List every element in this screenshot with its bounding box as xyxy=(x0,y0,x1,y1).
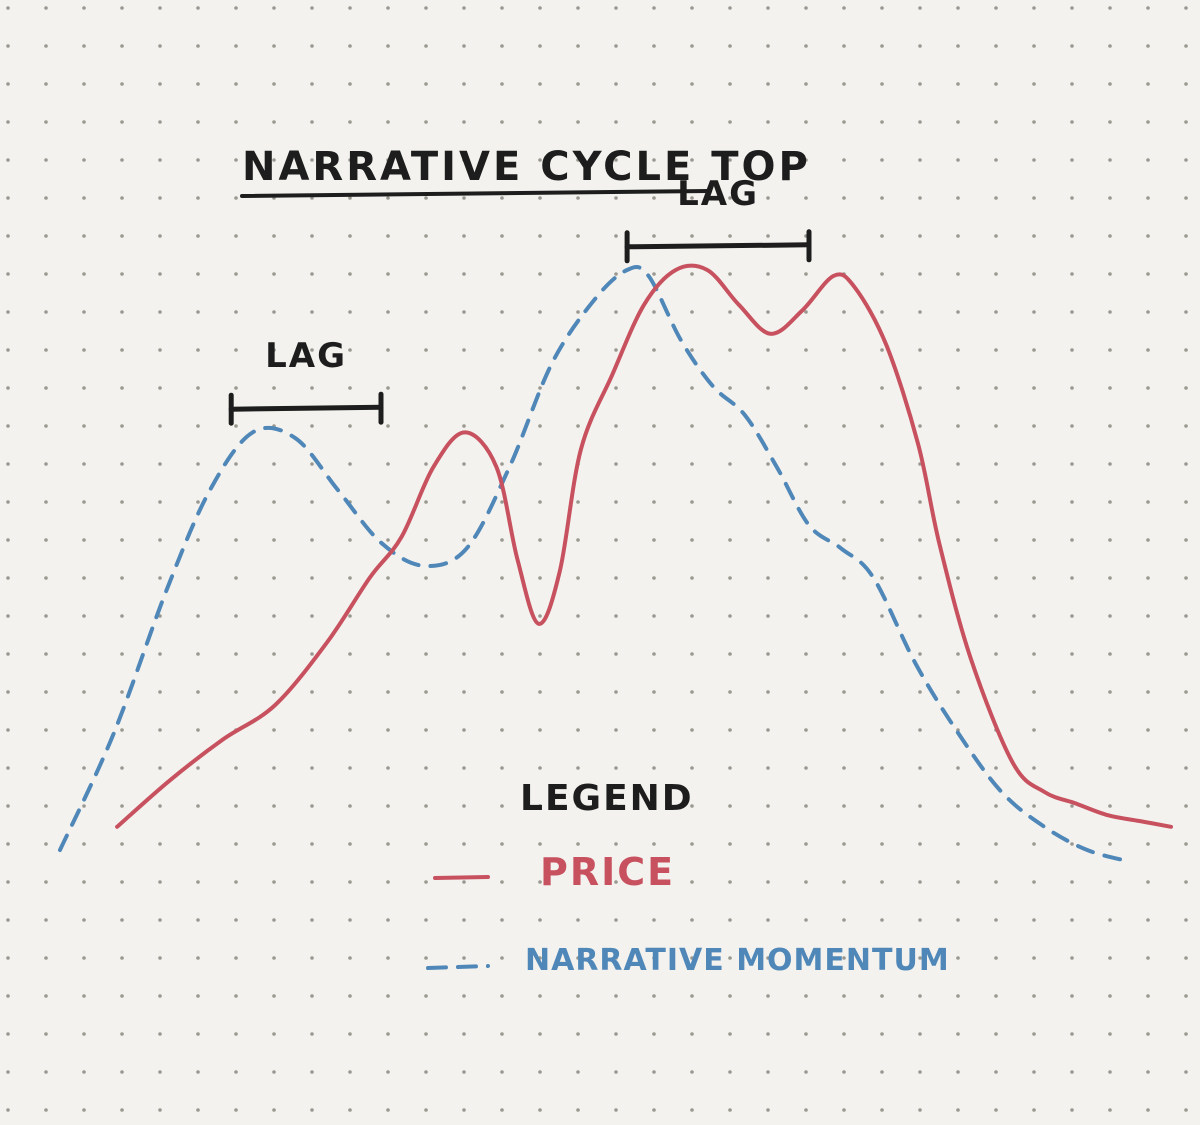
legend-swatch-price xyxy=(433,875,490,880)
legend-swatch-narrative-momentum xyxy=(426,964,490,970)
legend-title: LEGEND xyxy=(520,778,694,819)
lag-annotation-1: LAG xyxy=(228,336,384,426)
annotation-layer: LAG LAG xyxy=(228,174,812,426)
legend-label-narrative-momentum: NARRATIVE MOMENTUM xyxy=(525,943,950,978)
lag-bracket-bar xyxy=(228,404,384,412)
series-line-price xyxy=(115,263,1173,829)
legend-label-price: PRICE xyxy=(540,850,675,894)
chart-title: NARRATIVE CYCLE TOP xyxy=(242,144,811,190)
series-line-narrative-momentum xyxy=(58,265,1132,864)
lag-label: LAG xyxy=(677,174,759,214)
title-underline xyxy=(240,189,712,198)
legend: LEGEND PRICE NARRATIVE MOMENTUM xyxy=(426,778,950,978)
lag-label: LAG xyxy=(265,336,347,376)
series-layer xyxy=(58,263,1173,864)
lag-annotation-2: LAG xyxy=(624,174,812,264)
lag-bracket-bar xyxy=(624,242,812,250)
